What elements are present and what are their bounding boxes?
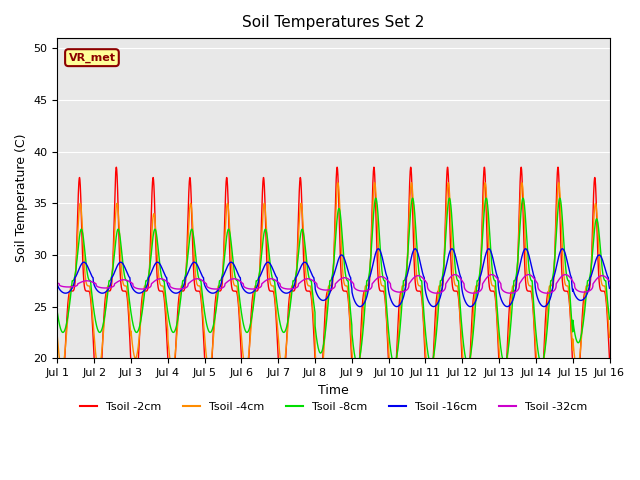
Text: VR_met: VR_met bbox=[68, 52, 115, 63]
X-axis label: Time: Time bbox=[318, 384, 349, 396]
Y-axis label: Soil Temperature (C): Soil Temperature (C) bbox=[15, 134, 28, 263]
Legend: Tsoil -2cm, Tsoil -4cm, Tsoil -8cm, Tsoil -16cm, Tsoil -32cm: Tsoil -2cm, Tsoil -4cm, Tsoil -8cm, Tsoi… bbox=[76, 398, 591, 417]
Title: Soil Temperatures Set 2: Soil Temperatures Set 2 bbox=[243, 15, 424, 30]
